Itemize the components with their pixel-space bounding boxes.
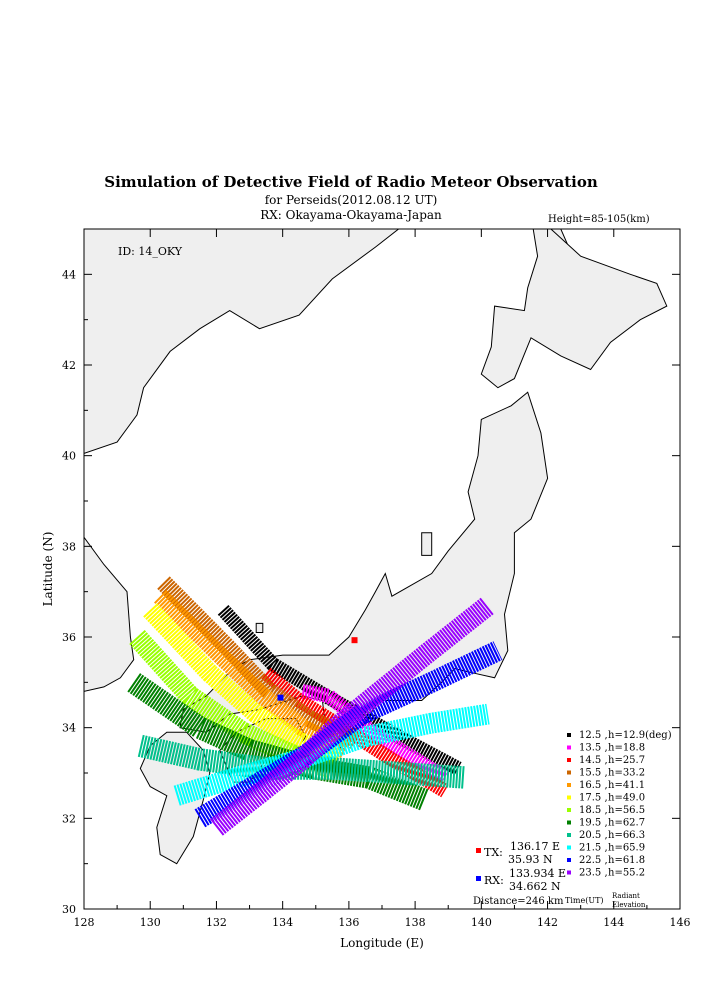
legend-time-21.5: 21.5 ,	[579, 843, 608, 854]
rx-lon: 133.934 E	[509, 867, 566, 880]
legend-swatch-19.5	[567, 820, 571, 825]
x-tick-label-138: 138	[405, 916, 426, 929]
x-tick-label-142: 142	[537, 916, 558, 929]
series-band-20.5	[137, 734, 466, 789]
y-tick-label-44: 44	[62, 268, 76, 281]
legend-elev-17.5: h=49.0	[608, 793, 645, 804]
rx-legend-swatch	[476, 876, 481, 881]
tx-lon: 136.17 E	[510, 840, 560, 853]
legend-time-19.5: 19.5 ,	[579, 818, 608, 829]
y-tick-label-40: 40	[62, 450, 76, 463]
series-band-12.5	[217, 604, 462, 775]
legend-time-23.5: 23.5 ,	[579, 868, 608, 879]
legend-time-17.5: 17.5 ,	[579, 793, 608, 804]
legend-elev-13.5: h=18.8	[608, 743, 645, 754]
x-tick-label-132: 132	[206, 916, 227, 929]
id-label: ID: 14_OKY	[118, 245, 183, 258]
legend-elev-12.5: h=12.9(deg)	[608, 730, 672, 741]
rx-lat: 34.662 N	[509, 880, 561, 893]
legend-swatch-17.5	[567, 795, 571, 800]
y-tick-label-42: 42	[62, 359, 76, 372]
x-tick-label-128: 128	[74, 916, 95, 929]
legend-layer: 12.5 , h=12.9(deg)13.5 , h=18.814.5 , h=25.…	[473, 730, 672, 909]
legend-elev-header-1: Radiant	[612, 892, 640, 900]
tx-marker	[351, 637, 358, 644]
chart-subtitle: for Perseids(2012.08.12 UT)	[264, 193, 438, 207]
sado-landmass	[421, 532, 433, 556]
height-note: Height=85-105(km)	[548, 214, 650, 225]
legend-time-14.5: 14.5 ,	[579, 755, 608, 766]
legend-swatch-22.5	[567, 858, 571, 862]
legend-elev-18.5: h=56.5	[608, 805, 645, 816]
axes-layer: 128 130 132 134 136 138 140 142 144 146 30 32 34 36 38…	[41, 228, 691, 950]
x-tick-label-130: 130	[140, 916, 161, 929]
legend-swatch-13.5	[567, 745, 571, 750]
legend-time-18.5: 18.5 ,	[579, 805, 608, 816]
x-tick-label-144: 144	[603, 916, 624, 929]
y-tick-label-32: 32	[62, 812, 76, 825]
legend-time-13.5: 13.5 ,	[579, 743, 608, 754]
korea-landmass	[84, 536, 135, 692]
chart-title: Simulation of Detective Field of Radio M…	[104, 173, 598, 191]
chart-rx-line: RX: Okayama-Okayama-Japan	[260, 208, 442, 222]
tx-legend-swatch	[476, 848, 481, 853]
legend-elev-21.5: h=65.9	[608, 843, 645, 854]
series-band-22.5	[194, 641, 503, 828]
x-tick-label-140: 140	[471, 916, 492, 929]
series-band-23.5	[209, 597, 495, 836]
legend-elev-15.5: h=33.2	[608, 768, 645, 779]
legend-elev-14.5: h=25.7	[608, 755, 645, 766]
y-tick-label-34: 34	[62, 722, 76, 735]
x-axis-label: Longitude (E)	[340, 936, 424, 950]
legend-time-12.5: 12.5 ,	[579, 730, 608, 741]
y-axis-label: Latitude (N)	[41, 532, 55, 607]
rx-label: RX:	[484, 874, 504, 887]
legend-elev-23.5: h=55.2	[608, 868, 645, 879]
y-tick-label-38: 38	[62, 540, 76, 553]
legend-time-16.5: 16.5 ,	[579, 780, 608, 791]
legend-time-20.5: 20.5 ,	[579, 830, 608, 841]
y-tick-label-30: 30	[62, 903, 76, 916]
oki-landmass	[255, 622, 264, 633]
x-tick-label-146: 146	[670, 916, 691, 929]
legend-elev-22.5: h=61.8	[608, 855, 645, 866]
legend-swatch-23.5	[567, 870, 571, 875]
legend-elev-16.5: h=41.1	[608, 780, 645, 791]
asia-mainland-landmass	[84, 229, 400, 454]
legend-swatch-12.5	[567, 733, 571, 737]
legend-elev-20.5: h=66.3	[608, 830, 645, 841]
legend-time-header: Time(UT)	[565, 896, 604, 905]
legend-swatch-14.5	[567, 758, 571, 762]
legend-swatch-15.5	[567, 770, 571, 775]
legend-time-15.5: 15.5 ,	[579, 768, 608, 779]
tx-label: TX:	[484, 846, 503, 859]
distance-label: Distance=246 km	[473, 896, 564, 907]
legend-swatch-18.5	[567, 808, 571, 812]
legend-swatch-21.5	[567, 845, 571, 850]
legend-swatch-20.5	[567, 833, 571, 837]
series-band-18.5	[129, 630, 336, 779]
legend-time-22.5: 22.5 ,	[579, 855, 608, 866]
legend-elev-19.5: h=62.7	[608, 818, 645, 829]
tx-lat: 35.93 N	[508, 853, 553, 866]
x-tick-label-136: 136	[338, 916, 359, 929]
legend-swatch-16.5	[567, 783, 571, 787]
meteor-bands	[127, 576, 503, 836]
x-tick-label-134: 134	[272, 916, 293, 929]
y-tick-label-36: 36	[62, 631, 76, 644]
legend-elev-header-2: Elevation	[612, 901, 646, 909]
rx-marker	[277, 694, 284, 701]
hokkaido-landmass	[480, 229, 668, 389]
